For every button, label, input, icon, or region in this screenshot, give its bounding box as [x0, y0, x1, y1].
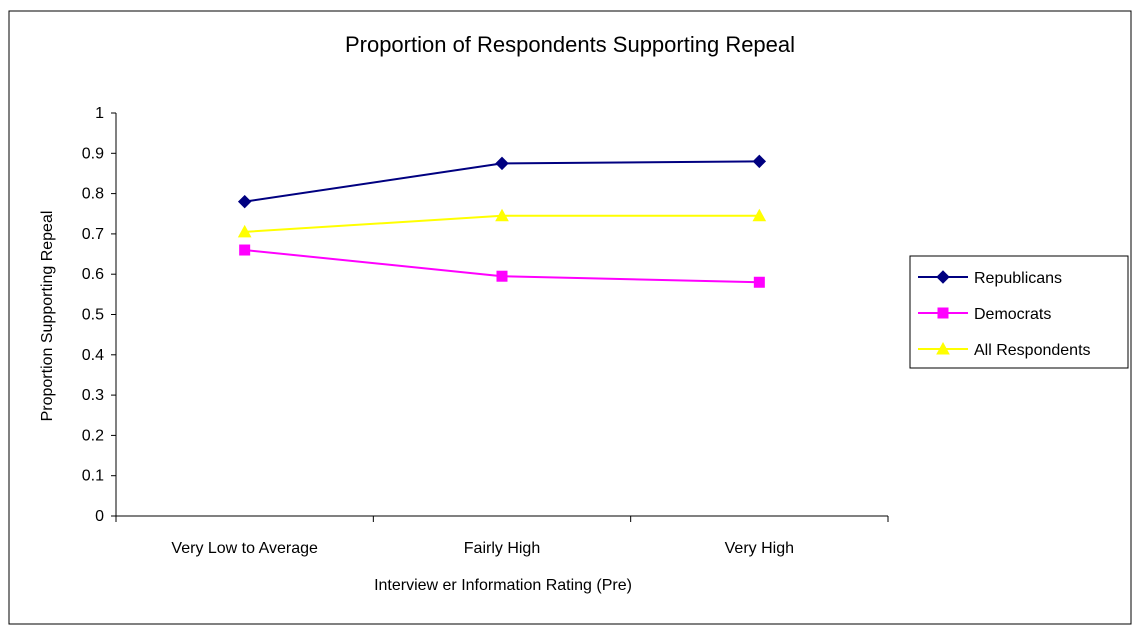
y-tick-label: 0.4 [82, 347, 104, 364]
data-point-democrats [496, 270, 508, 282]
series-all-respondents [237, 208, 767, 238]
x-tick-label: Very High [725, 540, 794, 557]
data-point-republicans [237, 194, 252, 209]
data-point-republicans [495, 156, 509, 171]
data-point-all-respondents [495, 208, 509, 222]
series-republicans [237, 154, 767, 209]
y-tick-label: 0.8 [82, 186, 104, 203]
legend-label-all-respondents: All Respondents [974, 342, 1091, 359]
data-point-all-respondents [752, 208, 767, 222]
x-tick-label: Very Low to Average [171, 540, 318, 557]
legend: Republicans Democrats All Respondents [909, 255, 1129, 369]
data-point-democrats [753, 276, 765, 288]
x-tick-label: Fairly High [464, 540, 540, 557]
data-point-republicans [752, 154, 767, 169]
legend-label-democrats: Democrats [974, 306, 1051, 323]
data-point-all-respondents [237, 224, 252, 238]
series-layer [237, 154, 767, 288]
legend-marker-republicans [936, 270, 950, 284]
y-tick-label: 0 [95, 508, 104, 525]
axes: 0 0.1 0.2 0.3 0.4 0.5 0.6 0.7 0.8 0.9 1 Very Low to… [82, 105, 889, 557]
y-tick-label: 1 [95, 105, 104, 122]
x-axis-label: Interview er Information Rating (Pre) [374, 577, 632, 594]
series-democrats [239, 244, 765, 288]
y-tick-label: 0.9 [82, 145, 104, 162]
y-tick-label: 0.3 [82, 387, 104, 404]
y-tick-label: 0.6 [82, 266, 104, 283]
legend-label-republicans: Republicans [974, 270, 1062, 287]
y-tick-label: 0.1 [82, 468, 104, 485]
y-axis-label: Proportion Supporting Repeal [39, 211, 56, 422]
legend-marker-all-respondents [936, 341, 950, 355]
y-tick-label: 0.7 [82, 226, 104, 243]
y-tick-label: 0.5 [82, 307, 104, 324]
legend-marker-democrats [937, 307, 949, 319]
y-tick-label: 0.2 [82, 427, 104, 444]
data-point-democrats [239, 244, 251, 256]
chart-title: Proportion of Respondents Supporting Rep… [345, 32, 795, 57]
